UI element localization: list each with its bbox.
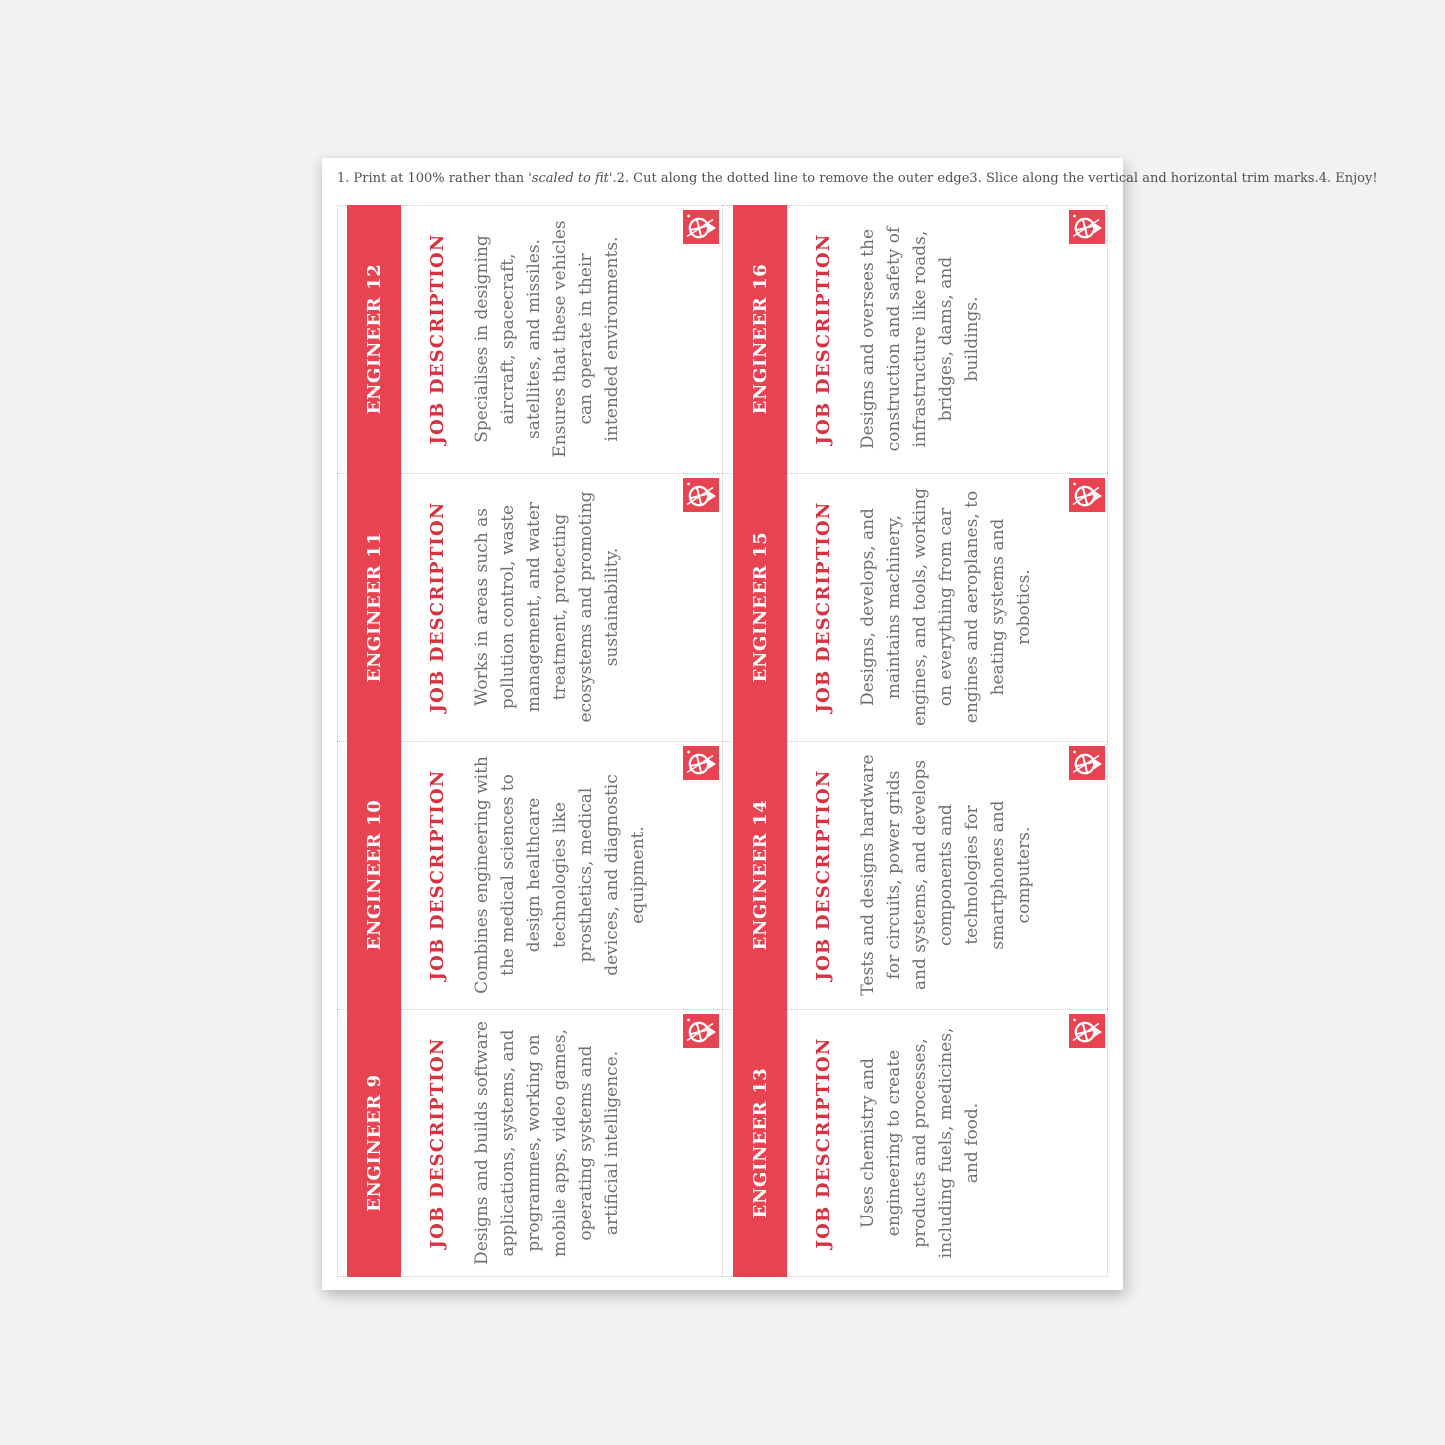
job-description-label: JOB DESCRIPTION [427,501,448,713]
instruction-2: 2. Cut along the dotted line to remove t… [617,171,970,186]
job-card: ENGINEER 13 JOB DESCRIPTION Uses chemistry… [723,1009,1108,1277]
job-description-label: JOB DESCRIPTION [427,233,448,445]
instruction-3-text: 3. Slice along the vertical and horizont… [969,171,1319,186]
instruction-1-italic: 'scaled to fit'. [528,171,617,186]
job-description-text: Uses chemistry and engineering to create… [858,1027,982,1259]
job-description-label: JOB DESCRIPTION [427,1037,448,1249]
card-cell: ENGINEER 16 JOB DESCRIPTION Designs and ov… [723,205,1108,473]
job-card: ENGINEER 15 JOB DESCRIPTION Designs, devel… [723,473,1108,741]
job-description-text: Combines engineering with the medical sc… [472,756,648,994]
card-title: ENGINEER 16 [749,263,771,415]
job-card: ENGINEER 11 JOB DESCRIPTION Works in areas… [337,473,722,741]
print-sheet: 1. Print at 100% rather than 'scaled to … [322,158,1378,1290]
instruction-1: 1. Print at 100% rather than 'scaled to … [337,171,617,186]
card-title-band: ENGINEER 14 [733,741,787,1009]
card-cell: ENGINEER 15 JOB DESCRIPTION Designs, devel… [723,473,1108,741]
card-title-band: ENGINEER 16 [733,205,787,473]
print-instructions: 1. Print at 100% rather than 'scaled to … [337,171,1378,186]
job-description-label: JOB DESCRIPTION [813,233,834,445]
card-grid: ENGINEER 12 JOB DESCRIPTION Specialises in… [337,205,1108,1277]
job-description-text: Specialises in designing aircraft, space… [472,220,622,458]
engineering-wheel-logo-icon [1069,746,1105,780]
instruction-4-text: 4. Enjoy! [1318,171,1378,186]
engineering-wheel-logo-icon [683,1014,719,1048]
job-description-text: Designs, develops, and maintains machine… [858,488,1034,726]
job-description-label: JOB DESCRIPTION [813,769,834,981]
card-title: ENGINEER 15 [749,531,771,683]
card-title: ENGINEER 12 [363,263,385,415]
job-description-text: Designs and oversees the construction an… [858,226,982,452]
card-title: ENGINEER 11 [363,531,385,683]
card-title: ENGINEER 9 [363,1074,385,1212]
card-cell: ENGINEER 11 JOB DESCRIPTION Works in areas… [337,473,722,741]
engineering-wheel-logo-icon [683,210,719,244]
card-cell: ENGINEER 10 JOB DESCRIPTION Combines engin… [337,741,722,1009]
instruction-2-text: 2. Cut along the dotted line to remove t… [616,171,970,186]
job-card: ENGINEER 14 JOB DESCRIPTION Tests and desi… [723,741,1108,1009]
instruction-3: 3. Slice along the vertical and horizont… [969,171,1318,186]
card-title-band: ENGINEER 9 [347,1009,401,1277]
instruction-4: 4. Enjoy! [1319,171,1378,186]
card-title: ENGINEER 14 [749,799,771,951]
job-card: ENGINEER 16 JOB DESCRIPTION Designs and ov… [723,205,1108,473]
job-card: ENGINEER 9 JOB DESCRIPTION Designs and bui… [337,1009,722,1277]
card-title: ENGINEER 13 [749,1067,771,1219]
instruction-1-text: 1. Print at 100% rather than [337,171,529,186]
card-title-band: ENGINEER 15 [733,473,787,741]
card-title-band: ENGINEER 12 [347,205,401,473]
card-title: ENGINEER 10 [363,799,385,951]
card-cell: ENGINEER 13 JOB DESCRIPTION Uses chemistry… [723,1009,1108,1277]
card-cell: ENGINEER 14 JOB DESCRIPTION Tests and desi… [723,741,1108,1009]
card-cell: ENGINEER 12 JOB DESCRIPTION Specialises in… [337,205,722,473]
engineering-wheel-logo-icon [1069,210,1105,244]
engineering-wheel-logo-icon [683,478,719,512]
card-title-band: ENGINEER 13 [733,1009,787,1277]
card-title-band: ENGINEER 10 [347,741,401,1009]
job-card: ENGINEER 12 JOB DESCRIPTION Specialises in… [337,205,722,473]
card-title-band: ENGINEER 11 [347,473,401,741]
job-description-label: JOB DESCRIPTION [427,769,448,981]
job-card: ENGINEER 10 JOB DESCRIPTION Combines engin… [337,741,722,1009]
engineering-wheel-logo-icon [1069,1014,1105,1048]
job-description-text: Works in areas such as pollution control… [472,491,622,723]
job-description-label: JOB DESCRIPTION [813,1037,834,1249]
engineering-wheel-logo-icon [1069,478,1105,512]
job-description-text: Designs and builds software applications… [472,1021,622,1265]
engineering-wheel-logo-icon [683,746,719,780]
card-cell: ENGINEER 9 JOB DESCRIPTION Designs and bui… [337,1009,722,1277]
job-description-text: Tests and designs hardware for circuits,… [858,754,1034,996]
job-description-label: JOB DESCRIPTION [813,501,834,713]
